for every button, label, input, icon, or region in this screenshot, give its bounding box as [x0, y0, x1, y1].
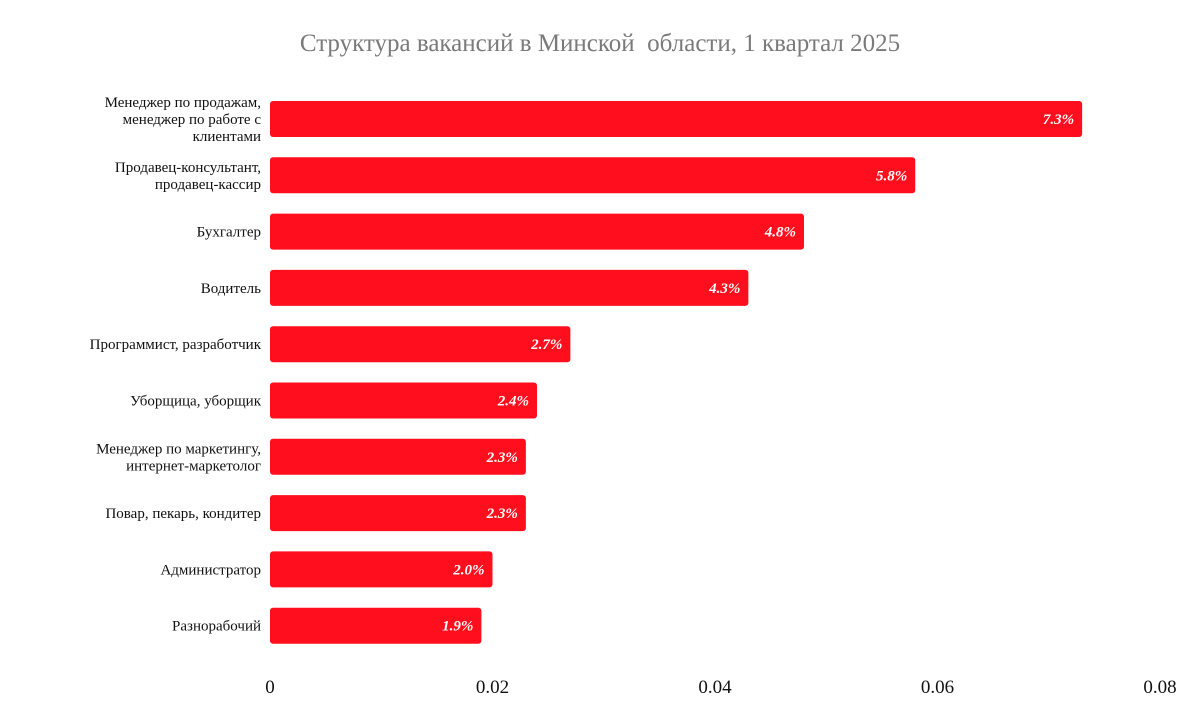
bar [270, 269, 749, 306]
bar-value-label: 5.8% [876, 168, 907, 184]
category-label: Повар, пекарь, кондитер [105, 506, 261, 522]
x-tick-label: 0.08 [1143, 677, 1176, 698]
bar [270, 157, 916, 194]
bar [270, 551, 493, 588]
category-label: Бухгалтер [197, 225, 261, 241]
bar [270, 607, 482, 644]
bar [270, 213, 804, 250]
category-label: клиентами [193, 129, 261, 145]
bar-value-label: 4.8% [764, 225, 796, 241]
category-label: Программист, разработчик [90, 337, 262, 353]
x-tick-label: 0.04 [698, 677, 732, 698]
bar [270, 382, 537, 419]
bar [270, 101, 1083, 137]
category-label: Уборщица, уборщик [130, 394, 262, 410]
bar-value-label: 2.3% [486, 506, 518, 522]
category-label: Водитель [201, 281, 261, 297]
bar [270, 495, 526, 532]
x-tick-label: 0.06 [921, 677, 954, 698]
x-tick-label: 0.02 [476, 677, 509, 698]
x-tick-label: 0 [265, 677, 275, 698]
bar-value-label: 2.7% [530, 337, 562, 353]
category-label: Менеджер по продажам, [105, 95, 261, 111]
category-label: Разнорабочий [172, 619, 261, 635]
category-label: Администратор [160, 562, 261, 578]
bar [270, 438, 526, 475]
category-label: интернет-маркетолог [126, 458, 261, 474]
bar-value-label: 2.3% [486, 450, 518, 466]
category-label: Продавец-консультант, [115, 160, 261, 176]
category-label: менеджер по работе с [123, 112, 262, 128]
chart-title: Структура вакансий в Минской области, 1 … [299, 30, 901, 57]
bar-value-label: 1.9% [442, 619, 473, 635]
bar-value-label: 7.3% [1043, 112, 1074, 128]
category-label: продавец-кассир [155, 177, 261, 193]
category-label: Менеджер по маркетингу, [96, 441, 261, 457]
bar-value-label: 2.0% [452, 562, 484, 578]
bar-value-label: 4.3% [708, 281, 740, 297]
bar [270, 326, 571, 363]
bar-value-label: 2.4% [497, 394, 529, 410]
